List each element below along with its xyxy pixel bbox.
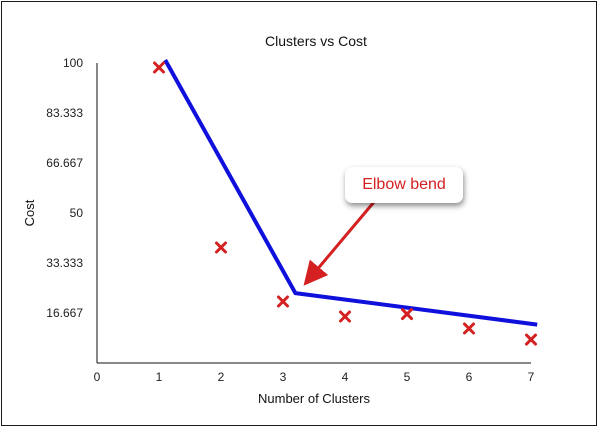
y-tick-label: 66.667 [46,156,83,170]
x-tick-label: 6 [466,370,473,384]
x-tick-label: 3 [280,370,287,384]
data-point [463,322,475,335]
x-tick-label: 1 [156,370,163,384]
data-point [153,61,165,74]
data-point [215,241,227,254]
data-point [277,295,289,308]
y-axis-label: Cost [22,199,37,226]
x-tick-label: 2 [218,370,225,384]
y-tick-label: 83.333 [46,106,83,120]
data-point [339,310,351,323]
x-tick-label: 4 [342,370,349,384]
y-tick-label: 16.667 [46,306,83,320]
elbow-callout: Elbow bend [345,167,463,203]
y-tick-label: 33.333 [46,256,83,270]
data-point [525,333,537,346]
data-point [401,308,413,321]
chart-title: Clusters vs Cost [265,33,367,49]
y-tick-label: 100 [63,56,83,70]
x-tick-label: 0 [94,370,101,384]
trend-line [163,59,538,327]
x-tick-group: 0 1 2 3 4 5 6 7 [94,370,535,384]
y-tick-group: 16.667 33.333 50 66.667 83.333 100 [46,56,83,320]
callout-arrow [303,201,376,286]
x-axis-label: Number of Clusters [258,391,370,406]
y-tick-label: 50 [70,206,84,220]
data-points-group [153,61,537,346]
x-tick-label: 7 [528,370,535,384]
x-tick-label: 5 [404,370,411,384]
